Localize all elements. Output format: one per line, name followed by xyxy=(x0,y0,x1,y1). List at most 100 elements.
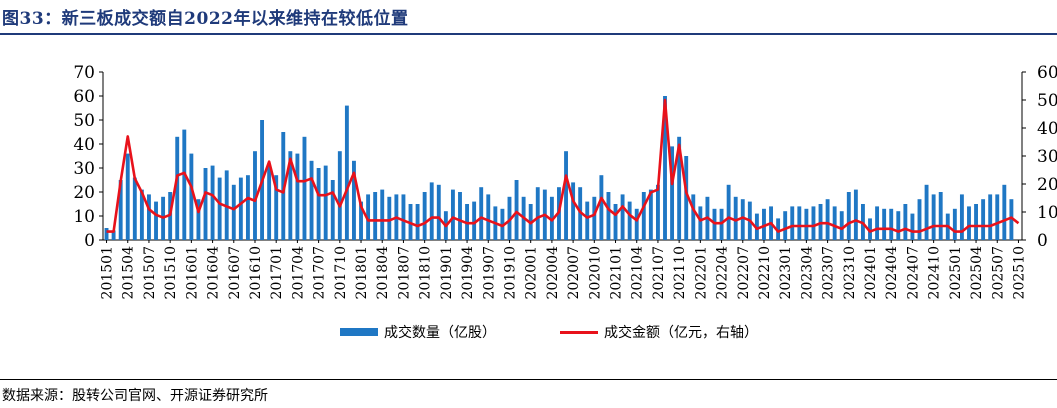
bar-volume xyxy=(585,201,590,240)
x-tick-label: 201704 xyxy=(290,246,306,300)
bar-volume xyxy=(189,153,194,240)
bar-volume xyxy=(436,184,441,240)
bar-volume xyxy=(337,151,342,240)
bar-volume xyxy=(139,189,144,240)
y-right-tick-label: 30 xyxy=(1037,147,1057,167)
bar-volume xyxy=(118,180,123,240)
source-divider xyxy=(0,379,1057,380)
x-tick-label: 202401 xyxy=(863,246,879,299)
x-tick-label: 202004 xyxy=(545,246,561,300)
bar-volume xyxy=(917,199,922,240)
title-divider xyxy=(0,33,1057,35)
bar-volume xyxy=(450,189,455,240)
bar-volume xyxy=(938,192,943,240)
bar-volume xyxy=(210,165,215,240)
bar-volume xyxy=(429,182,434,240)
x-tick-label: 202307 xyxy=(821,246,837,299)
bar-volume xyxy=(839,211,844,240)
x-tick-label: 201607 xyxy=(227,246,243,299)
bar-volume xyxy=(514,180,519,240)
x-tick-label: 201510 xyxy=(163,246,179,299)
x-tick-label: 202110 xyxy=(672,246,688,299)
y-left-tick-label: 10 xyxy=(73,207,95,227)
bar-volume xyxy=(316,168,321,240)
x-tick-label: 202501 xyxy=(948,246,964,299)
y-left-tick-label: 40 xyxy=(73,135,95,155)
legend-swatch-line xyxy=(560,330,598,334)
x-tick-label: 202301 xyxy=(778,246,794,299)
bar-volume xyxy=(804,208,809,240)
x-tick-label: 202101 xyxy=(609,246,625,299)
bar-volume xyxy=(1009,199,1014,240)
bar-volume xyxy=(458,192,462,240)
y-left-tick-label: 0 xyxy=(84,231,95,251)
bar-volume xyxy=(762,208,766,240)
bar-volume xyxy=(776,218,781,240)
y-right-tick-label: 50 xyxy=(1037,91,1057,111)
bar-volume xyxy=(564,151,568,240)
bar-volume xyxy=(472,201,477,240)
bar-volume xyxy=(889,208,894,240)
bar-volume xyxy=(663,96,667,240)
x-tick-label: 201710 xyxy=(333,246,349,299)
source-note: 数据来源：股转公司官网、开源证券研究所 xyxy=(2,388,268,404)
bar-volume xyxy=(846,192,851,240)
y-left-tick-label: 70 xyxy=(73,63,95,83)
legend-item-volume: 成交数量（亿股） xyxy=(340,322,496,342)
bar-volume xyxy=(380,189,385,240)
bar-volume xyxy=(783,211,788,240)
bar-volume xyxy=(111,230,116,240)
bar-volume xyxy=(217,177,222,240)
bar-volume xyxy=(698,206,703,240)
bar-volume xyxy=(641,192,646,240)
bar-volume xyxy=(344,105,349,240)
bar-volume xyxy=(571,182,576,240)
bar-volume xyxy=(853,189,858,240)
bar-volume xyxy=(330,180,335,240)
bar-volume xyxy=(281,132,286,240)
bar-volume xyxy=(974,204,978,240)
x-tick-label: 202504 xyxy=(969,246,985,300)
bar-volume xyxy=(825,199,830,240)
x-tick-label: 202310 xyxy=(842,246,858,299)
bar-volume xyxy=(422,192,427,240)
x-tick-label: 202204 xyxy=(715,246,731,300)
bar-volume xyxy=(302,136,307,240)
bar-volume xyxy=(733,196,738,240)
x-tick-label: 202010 xyxy=(587,246,603,299)
bar-volume xyxy=(274,175,279,240)
line-amount xyxy=(106,98,1020,233)
bar-volume xyxy=(903,204,908,240)
bar-volume xyxy=(1002,184,1007,240)
bar-volume xyxy=(726,184,731,240)
x-tick-label: 202407 xyxy=(905,246,921,299)
bar-volume xyxy=(238,177,243,240)
x-tick-label: 202104 xyxy=(630,246,646,300)
x-tick-label: 202007 xyxy=(566,246,582,299)
bar-volume xyxy=(670,146,675,240)
bar-volume xyxy=(203,168,208,240)
bar-volume xyxy=(295,153,300,240)
x-tick-label: 201910 xyxy=(503,246,519,299)
bar-volume xyxy=(896,211,901,240)
x-tick-label: 201601 xyxy=(184,246,200,299)
x-tick-label: 201610 xyxy=(248,246,264,299)
x-tick-label: 201604 xyxy=(206,246,222,300)
bar-volume xyxy=(253,151,257,240)
y-right-tick-label: 60 xyxy=(1037,63,1057,83)
legend-item-amount: 成交金额（亿元，右轴） xyxy=(560,322,758,342)
bar-volume xyxy=(147,194,151,240)
y-left-tick-label: 20 xyxy=(73,183,95,203)
bar-volume xyxy=(655,184,660,240)
bar-volume xyxy=(415,204,420,240)
x-tick-label: 201701 xyxy=(269,246,285,299)
x-tick-label: 201810 xyxy=(418,246,434,299)
bar-volume xyxy=(309,160,314,240)
x-tick-label: 202410 xyxy=(927,246,943,299)
bar-volume xyxy=(373,192,378,240)
y-left-tick-label: 50 xyxy=(73,111,95,131)
bar-volume xyxy=(677,136,682,240)
bar-volume xyxy=(323,165,328,240)
bar-volume xyxy=(797,206,802,240)
bar-volume xyxy=(352,160,356,240)
